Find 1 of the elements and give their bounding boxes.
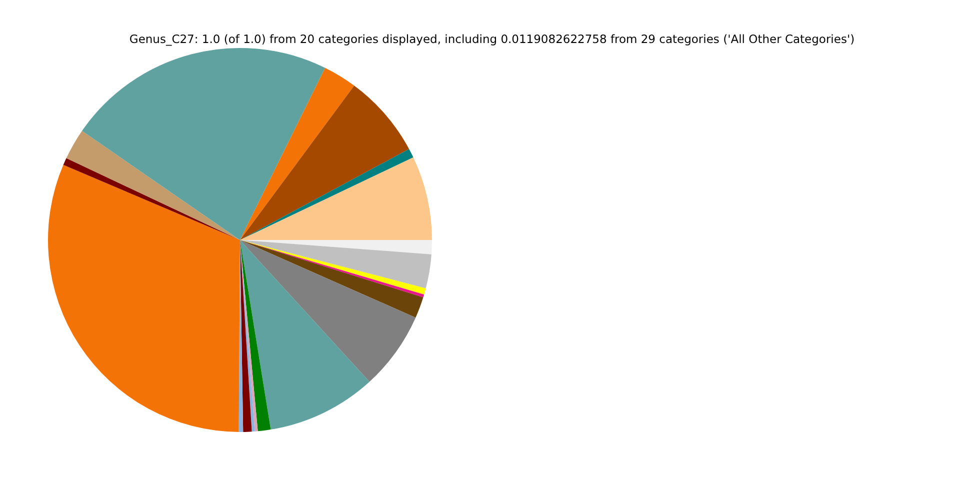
text: Genus_C27: 1.0 (of 1.0) from 20 categories displayed, including 0.0119082622758 from 29 categories ('All Other Categories') [129, 32, 855, 46]
